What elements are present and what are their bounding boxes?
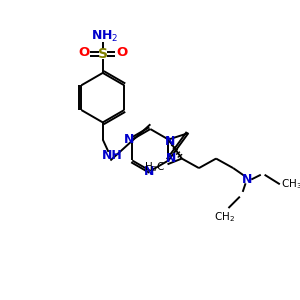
Text: CH$_3$: CH$_3$ bbox=[280, 177, 300, 191]
Text: N: N bbox=[124, 133, 135, 146]
Text: O: O bbox=[116, 46, 128, 59]
Text: N: N bbox=[166, 152, 176, 165]
Text: N: N bbox=[165, 135, 176, 148]
Text: H$_3$C: H$_3$C bbox=[144, 160, 166, 174]
Text: NH: NH bbox=[102, 149, 123, 162]
Text: NH$_2$: NH$_2$ bbox=[91, 29, 118, 44]
Text: O: O bbox=[78, 46, 89, 59]
Text: CH$_2$: CH$_2$ bbox=[214, 211, 235, 224]
Text: N: N bbox=[242, 173, 253, 186]
Text: S: S bbox=[98, 47, 108, 61]
Text: N: N bbox=[144, 165, 154, 178]
